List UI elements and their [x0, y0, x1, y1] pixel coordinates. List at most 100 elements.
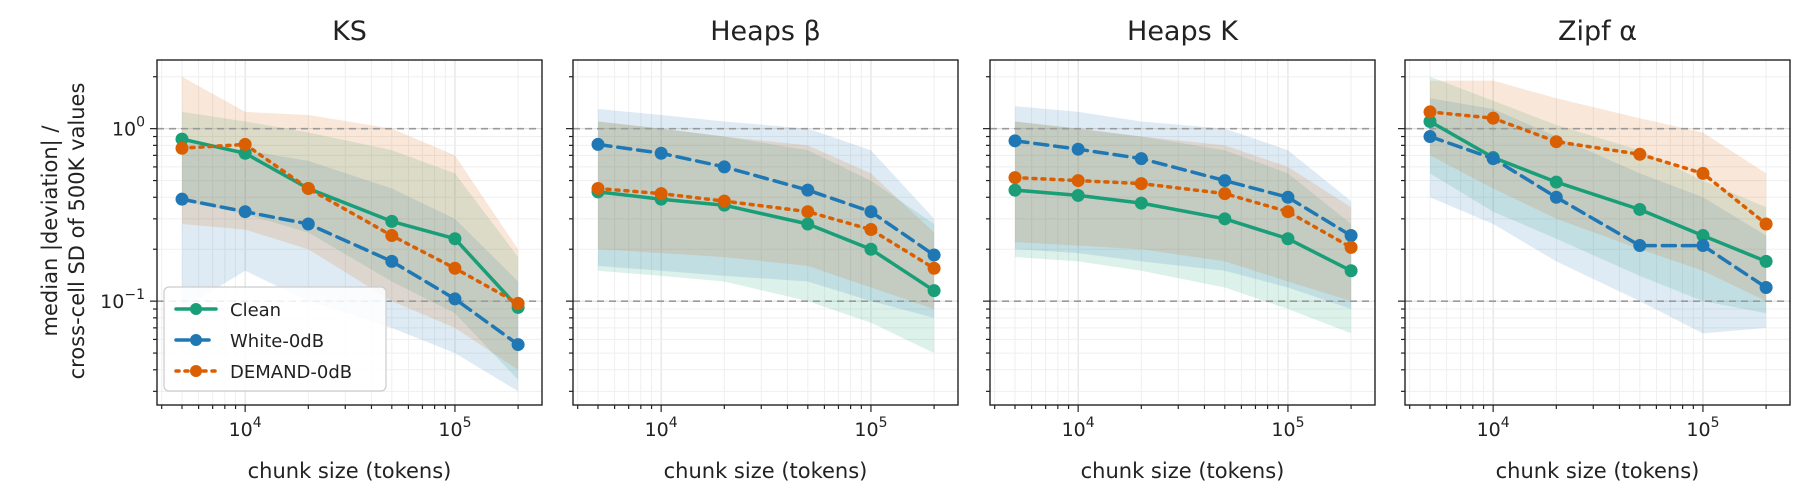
band-white-0db — [1015, 106, 1352, 309]
data-point-demand-0db — [511, 296, 525, 310]
data-point-white-0db — [301, 217, 315, 231]
data-point-demand-0db — [385, 229, 399, 243]
data-point-clean — [864, 242, 878, 256]
chart-panel-1: 104 105 10−1 100 KS chunk size (tokens) Clean W… — [100, 16, 543, 483]
panel-title: Zipf α — [1558, 16, 1637, 47]
data-point-clean — [1008, 183, 1022, 197]
x-tick-label: 104 — [645, 415, 678, 441]
data-point-demand-0db — [1633, 147, 1647, 161]
plot-area — [990, 106, 1375, 334]
data-point-white-0db — [175, 192, 189, 206]
x-axis-label: chunk size (tokens) — [1496, 459, 1700, 483]
data-point-white-0db — [1486, 152, 1500, 166]
x-tick-label: 105 — [1686, 415, 1719, 441]
data-point-clean — [1071, 188, 1085, 202]
data-point-demand-0db — [591, 181, 605, 195]
data-point-clean — [175, 132, 189, 146]
series-line-clean — [1428, 119, 1768, 264]
chart-panel-2: 104 105 Heaps β chunk size (tokens) — [566, 16, 959, 483]
data-point-white-0db — [927, 248, 941, 262]
chart-panel-4: 104 105 Zipf α chunk size (tokens) — [1398, 16, 1791, 483]
data-point-demand-0db — [1071, 174, 1085, 188]
data-point-white-0db — [385, 254, 399, 268]
data-point-demand-0db — [717, 194, 731, 208]
legend-label-demand-0db: DEMAND-0dB — [230, 362, 352, 383]
data-point-demand-0db — [175, 141, 189, 155]
data-point-white-0db — [1344, 229, 1358, 243]
panel-title: KS — [332, 16, 367, 47]
data-point-white-0db — [1218, 174, 1232, 188]
data-point-clean — [385, 214, 399, 228]
data-point-demand-0db — [927, 261, 941, 275]
data-point-demand-0db — [1549, 135, 1563, 149]
band-white-0db — [182, 140, 519, 392]
series-line-demand-0db — [596, 186, 936, 271]
data-point-white-0db — [1549, 190, 1563, 204]
data-point-clean — [1218, 212, 1232, 226]
plot-frame — [572, 59, 959, 406]
data-point-white-0db — [448, 292, 462, 306]
grid — [990, 60, 1375, 405]
data-point-demand-0db — [1218, 187, 1232, 201]
data-point-white-0db — [238, 205, 252, 219]
data-point-demand-0db — [1344, 240, 1358, 254]
plot-frame — [156, 59, 543, 406]
plot-frame — [989, 59, 1376, 406]
x-axis-label: chunk size (tokens) — [1081, 459, 1285, 483]
y-tick-label: 10−1 — [100, 287, 145, 313]
panel-title: Heaps K — [1127, 16, 1239, 47]
legend-label-white-0db: White-0dB — [230, 331, 324, 352]
data-point-demand-0db — [1008, 171, 1022, 185]
data-point-demand-0db — [1696, 166, 1710, 180]
data-point-white-0db — [1008, 134, 1022, 148]
series-line-clean — [180, 137, 520, 310]
x-tick-label: 105 — [1271, 415, 1304, 441]
x-tick-label: 104 — [1062, 415, 1095, 441]
data-point-demand-0db — [448, 261, 462, 275]
band-clean — [182, 111, 519, 380]
data-point-clean — [448, 232, 462, 246]
data-point-clean — [1696, 229, 1710, 243]
plot-frame — [1404, 59, 1791, 406]
band-clean — [598, 121, 935, 354]
legend-label-clean: Clean — [230, 300, 281, 321]
data-point-demand-0db — [1759, 217, 1773, 231]
data-point-clean — [1344, 264, 1358, 278]
data-point-clean — [1134, 196, 1148, 210]
data-point-clean — [1423, 115, 1437, 129]
x-tick-label: 104 — [229, 415, 262, 441]
plot-area — [1405, 76, 1790, 334]
band-clean — [1015, 121, 1352, 334]
data-point-demand-0db — [1134, 177, 1148, 191]
legend-box — [163, 286, 387, 392]
data-point-white-0db — [1281, 190, 1295, 204]
y-axis-label-line-1: median |deviation| / — [38, 125, 63, 337]
legend-marker-white-0db — [190, 334, 202, 346]
data-point-clean — [1759, 254, 1773, 268]
data-point-white-0db — [591, 137, 605, 151]
data-point-clean — [1633, 202, 1647, 216]
data-point-demand-0db — [301, 181, 315, 195]
series-line-white-0db — [180, 197, 520, 347]
plot-area — [573, 109, 958, 354]
series-line-clean — [1013, 188, 1353, 273]
data-point-demand-0db — [1486, 111, 1500, 125]
data-point-demand-0db — [864, 223, 878, 237]
band-demand-0db — [182, 76, 519, 370]
data-point-clean — [1281, 232, 1295, 246]
data-point-clean — [1549, 175, 1563, 189]
data-point-white-0db — [864, 205, 878, 219]
data-point-clean — [801, 217, 815, 231]
x-axis-label: chunk size (tokens) — [248, 459, 452, 483]
data-point-white-0db — [801, 183, 815, 197]
data-point-white-0db — [1423, 130, 1437, 144]
series-line-demand-0db — [1428, 110, 1768, 226]
legend: Clean White-0dB DEMAND-0dB — [163, 286, 387, 392]
series-line-clean — [596, 190, 936, 293]
data-point-white-0db — [654, 146, 668, 160]
series-line-white-0db — [1013, 139, 1353, 238]
y-tick-label: 100 — [112, 115, 145, 141]
data-point-demand-0db — [1281, 205, 1295, 219]
legend-marker-clean — [190, 303, 202, 315]
